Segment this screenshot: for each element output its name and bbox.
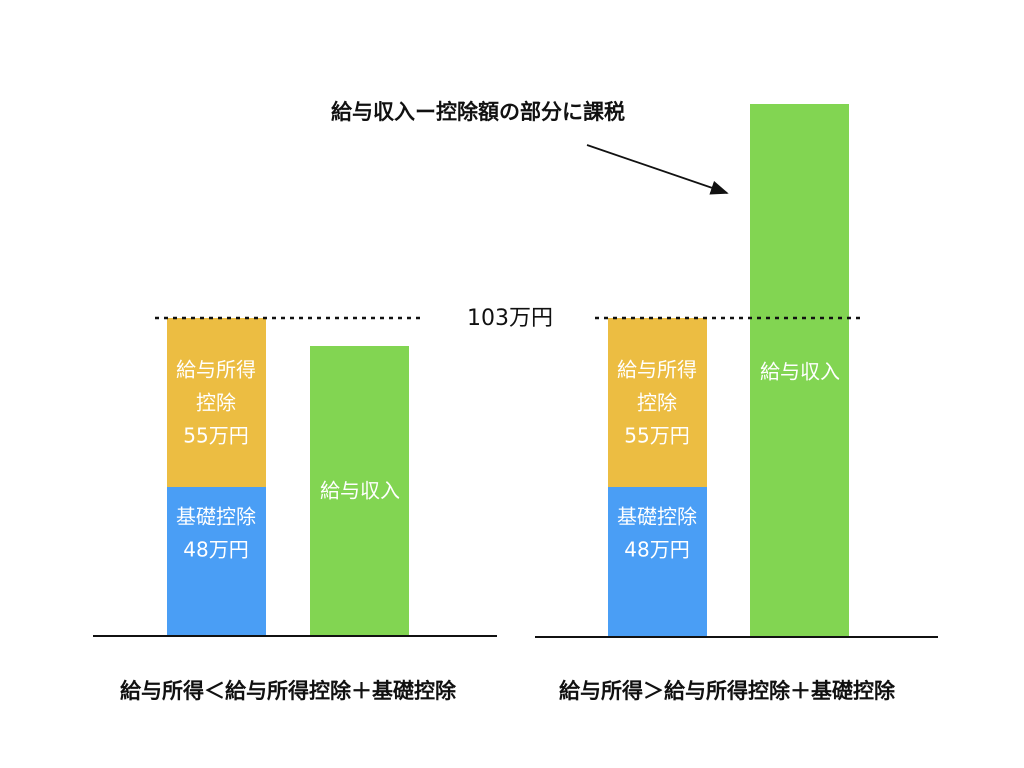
income-bar xyxy=(750,104,849,637)
bar-label: 控除 xyxy=(196,391,236,415)
bar-label: 55万円 xyxy=(183,424,248,448)
caption: 給与所得＞給与所得控除＋基礎控除 xyxy=(559,679,896,703)
bar-label: 給与収入 xyxy=(320,479,400,503)
deduction-bar xyxy=(167,318,266,487)
bar-label: 基礎控除 xyxy=(617,505,697,529)
bar-label: 給与所得 xyxy=(176,358,256,382)
annotation: 給与収入ー控除額の部分に課税 xyxy=(331,100,625,124)
threshold-label: 103万円 xyxy=(467,306,553,331)
bar-label: 控除 xyxy=(637,391,677,415)
bar-label: 48万円 xyxy=(183,538,248,562)
deduction-bar xyxy=(608,318,707,487)
bar-label: 55万円 xyxy=(624,424,689,448)
bar-label: 48万円 xyxy=(624,538,689,562)
bar-label: 給与収入 xyxy=(760,360,840,384)
annotation-arrow xyxy=(586,144,729,195)
basic-bar xyxy=(608,487,707,637)
income-bar xyxy=(310,346,409,636)
bar-label: 給与所得 xyxy=(617,358,697,382)
caption: 給与所得＜給与所得控除＋基礎控除 xyxy=(120,679,457,703)
bar-label: 基礎控除 xyxy=(176,505,256,529)
basic-bar xyxy=(167,487,266,636)
